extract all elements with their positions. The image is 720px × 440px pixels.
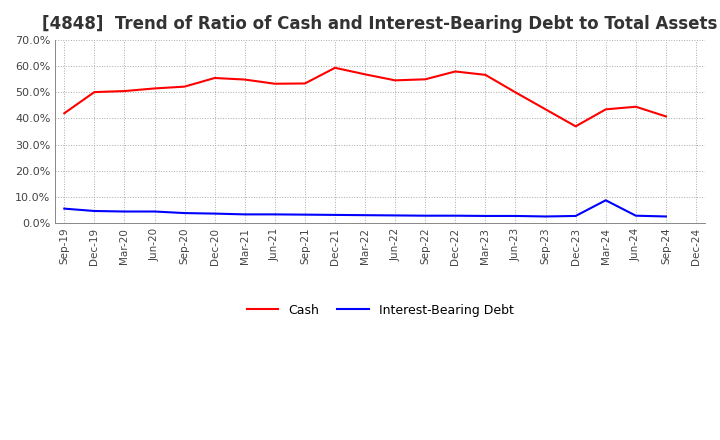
Interest-Bearing Debt: [180, 210, 189, 216]
Cash: [210, 75, 219, 81]
Title: [4848]  Trend of Ratio of Cash and Interest-Bearing Debt to Total Assets: [4848] Trend of Ratio of Cash and Intere…: [42, 15, 718, 33]
Cash: [271, 81, 279, 86]
Cash: [361, 72, 369, 77]
Cash: [90, 89, 99, 95]
Interest-Bearing Debt: [451, 213, 459, 218]
Cash: [120, 88, 129, 94]
Interest-Bearing Debt: [210, 211, 219, 216]
Cash: [330, 65, 339, 70]
Cash: [150, 86, 159, 91]
Interest-Bearing Debt: [572, 213, 580, 219]
Cash: [451, 69, 459, 74]
Interest-Bearing Debt: [271, 212, 279, 217]
Cash: [601, 107, 610, 112]
Interest-Bearing Debt: [120, 209, 129, 214]
Interest-Bearing Debt: [541, 214, 550, 219]
Cash: [391, 78, 400, 83]
Interest-Bearing Debt: [300, 212, 309, 217]
Interest-Bearing Debt: [240, 212, 249, 217]
Interest-Bearing Debt: [421, 213, 430, 218]
Cash: [481, 72, 490, 77]
Cash: [240, 77, 249, 82]
Interest-Bearing Debt: [361, 213, 369, 218]
Interest-Bearing Debt: [150, 209, 159, 214]
Legend: Cash, Interest-Bearing Debt: Cash, Interest-Bearing Debt: [242, 299, 518, 322]
Cash: [511, 90, 520, 95]
Interest-Bearing Debt: [90, 209, 99, 214]
Interest-Bearing Debt: [601, 198, 610, 203]
Line: Cash: Cash: [64, 68, 666, 126]
Cash: [300, 81, 309, 86]
Cash: [60, 110, 68, 116]
Interest-Bearing Debt: [631, 213, 640, 218]
Cash: [421, 77, 430, 82]
Interest-Bearing Debt: [391, 213, 400, 218]
Cash: [180, 84, 189, 89]
Interest-Bearing Debt: [481, 213, 490, 219]
Interest-Bearing Debt: [60, 206, 68, 211]
Line: Interest-Bearing Debt: Interest-Bearing Debt: [64, 200, 666, 216]
Interest-Bearing Debt: [662, 214, 670, 219]
Interest-Bearing Debt: [330, 212, 339, 217]
Interest-Bearing Debt: [511, 213, 520, 219]
Cash: [572, 124, 580, 129]
Cash: [662, 114, 670, 119]
Cash: [631, 104, 640, 110]
Cash: [541, 107, 550, 112]
